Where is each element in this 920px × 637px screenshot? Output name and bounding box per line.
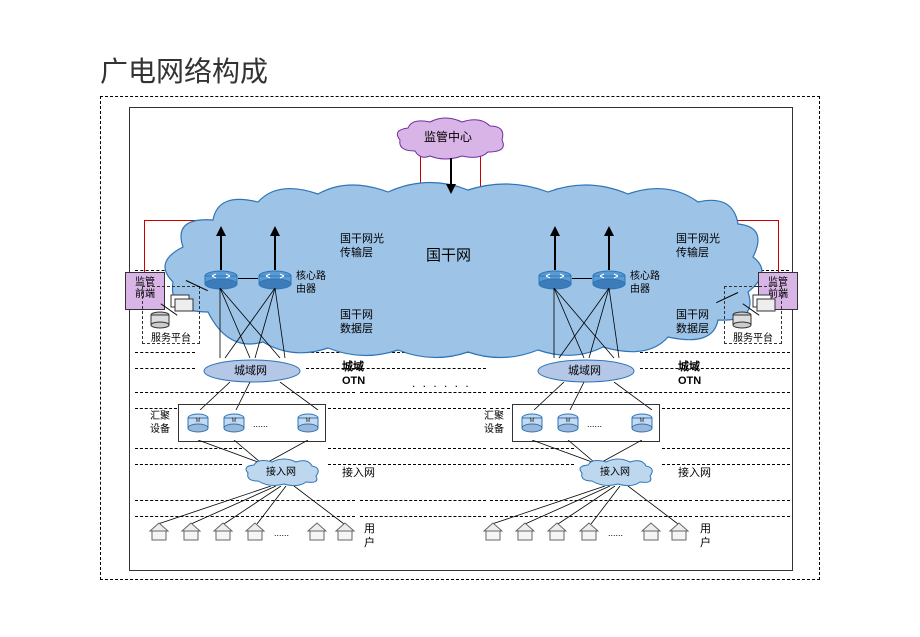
house-icon — [244, 522, 266, 542]
diagram-outer-border: 监管中心 国干网 国干网光 传输层 国干网光 传输层 国干网 数据层 国干网 数… — [100, 96, 820, 580]
optical-layer-label-left: 国干网光 传输层 — [340, 232, 384, 261]
house-icon — [668, 522, 690, 542]
house-icon — [148, 522, 170, 542]
layer-line — [135, 408, 177, 409]
switch-icon: M — [521, 413, 543, 435]
server-icon — [147, 311, 173, 331]
house-icon — [640, 522, 662, 542]
red-line — [144, 220, 145, 272]
service-platform-label: 服务平台 — [725, 329, 781, 344]
switch-icon: M — [557, 413, 579, 435]
house-icon — [578, 522, 600, 542]
layer-line — [135, 464, 242, 465]
layer-line — [695, 516, 790, 517]
arrow-up-icon — [549, 226, 561, 270]
layer-line — [662, 464, 790, 465]
red-line — [778, 220, 779, 272]
arrow-up-icon — [215, 226, 227, 270]
layer-line — [306, 368, 486, 369]
layer-line — [360, 516, 486, 517]
aggregation-box-right: M M ...... M — [512, 404, 660, 442]
router-icon — [538, 270, 572, 290]
monitor-center-label: 监管中心 — [424, 130, 472, 146]
connector-lines — [146, 486, 356, 524]
router-icon — [204, 270, 238, 290]
access-layer-label-left: 接入网 — [342, 466, 375, 480]
router-icon — [592, 270, 626, 290]
connector-lines — [200, 288, 320, 362]
access-label-left: 接入网 — [266, 466, 296, 479]
dots-label: ...... — [253, 419, 268, 429]
house-icon — [212, 522, 234, 542]
server-icon — [751, 293, 777, 313]
server-icon — [169, 293, 195, 313]
dots-label: ...... — [274, 528, 289, 538]
connector-lines — [534, 288, 654, 362]
house-icon — [306, 522, 328, 542]
dots-label: . . . . . . — [412, 376, 471, 392]
man-label-left: 城域网 — [234, 364, 267, 378]
man-otn-label-right: 城域 OTN — [678, 360, 701, 389]
svg-text:M: M — [640, 418, 645, 424]
aggregation-label-left: 汇聚 设备 — [150, 410, 170, 436]
svg-text:M: M — [530, 418, 535, 424]
user-label-left: 用 户 — [364, 522, 375, 551]
page-title: 广电网络构成 — [100, 50, 268, 90]
house-icon — [180, 522, 202, 542]
svg-text:M: M — [196, 418, 201, 424]
layer-line — [328, 464, 486, 465]
access-layer-label-right: 接入网 — [678, 466, 711, 480]
house-icon — [334, 522, 356, 542]
optical-layer-label-right: 国干网光 传输层 — [676, 232, 720, 261]
arrow-up-icon — [603, 226, 615, 270]
layer-line — [695, 392, 790, 393]
house-icon — [546, 522, 568, 542]
aggregation-label-right: 汇聚 设备 — [484, 410, 504, 436]
router-icon — [258, 270, 292, 290]
connector-line — [572, 278, 592, 279]
svg-text:M: M — [306, 418, 311, 424]
data-layer-label-right: 国干网 数据层 — [676, 308, 709, 337]
house-icon — [514, 522, 536, 542]
layer-line — [328, 408, 486, 409]
layer-line — [662, 448, 790, 449]
switch-icon: M — [631, 413, 653, 435]
access-label-right: 接入网 — [600, 466, 630, 479]
man-label-right: 城域网 — [568, 364, 601, 378]
layer-line — [328, 448, 486, 449]
switch-icon: M — [187, 413, 209, 435]
aggregation-box-left: M M ...... M — [178, 404, 326, 442]
layer-line — [662, 408, 790, 409]
diagram-inner-border: 监管中心 国干网 国干网光 传输层 国干网光 传输层 国干网 数据层 国干网 数… — [129, 107, 793, 571]
switch-icon: M — [297, 413, 319, 435]
man-otn-label-left: 城域 OTN — [342, 360, 365, 389]
layer-line — [360, 392, 486, 393]
house-icon — [482, 522, 504, 542]
switch-icon: M — [223, 413, 245, 435]
layer-line — [490, 408, 510, 409]
layer-line — [135, 368, 195, 369]
dots-label: ...... — [608, 528, 623, 538]
arrow-up-icon — [269, 226, 281, 270]
data-layer-label-left: 国干网 数据层 — [340, 308, 373, 337]
dots-label: ...... — [587, 419, 602, 429]
svg-text:M: M — [566, 418, 571, 424]
backbone-label: 国干网 — [426, 244, 471, 265]
service-platform-label: 服务平台 — [143, 329, 199, 344]
layer-line — [695, 500, 790, 501]
layer-line — [490, 464, 574, 465]
user-label-right: 用 户 — [700, 522, 711, 551]
service-platform-left: 服务平台 — [142, 286, 200, 344]
server-icon — [729, 311, 755, 331]
layer-line — [360, 500, 486, 501]
arrow-down-icon — [444, 158, 458, 194]
connector-line — [238, 278, 258, 279]
svg-text:M: M — [232, 418, 237, 424]
connector-lines — [480, 486, 690, 524]
layer-line — [640, 368, 790, 369]
